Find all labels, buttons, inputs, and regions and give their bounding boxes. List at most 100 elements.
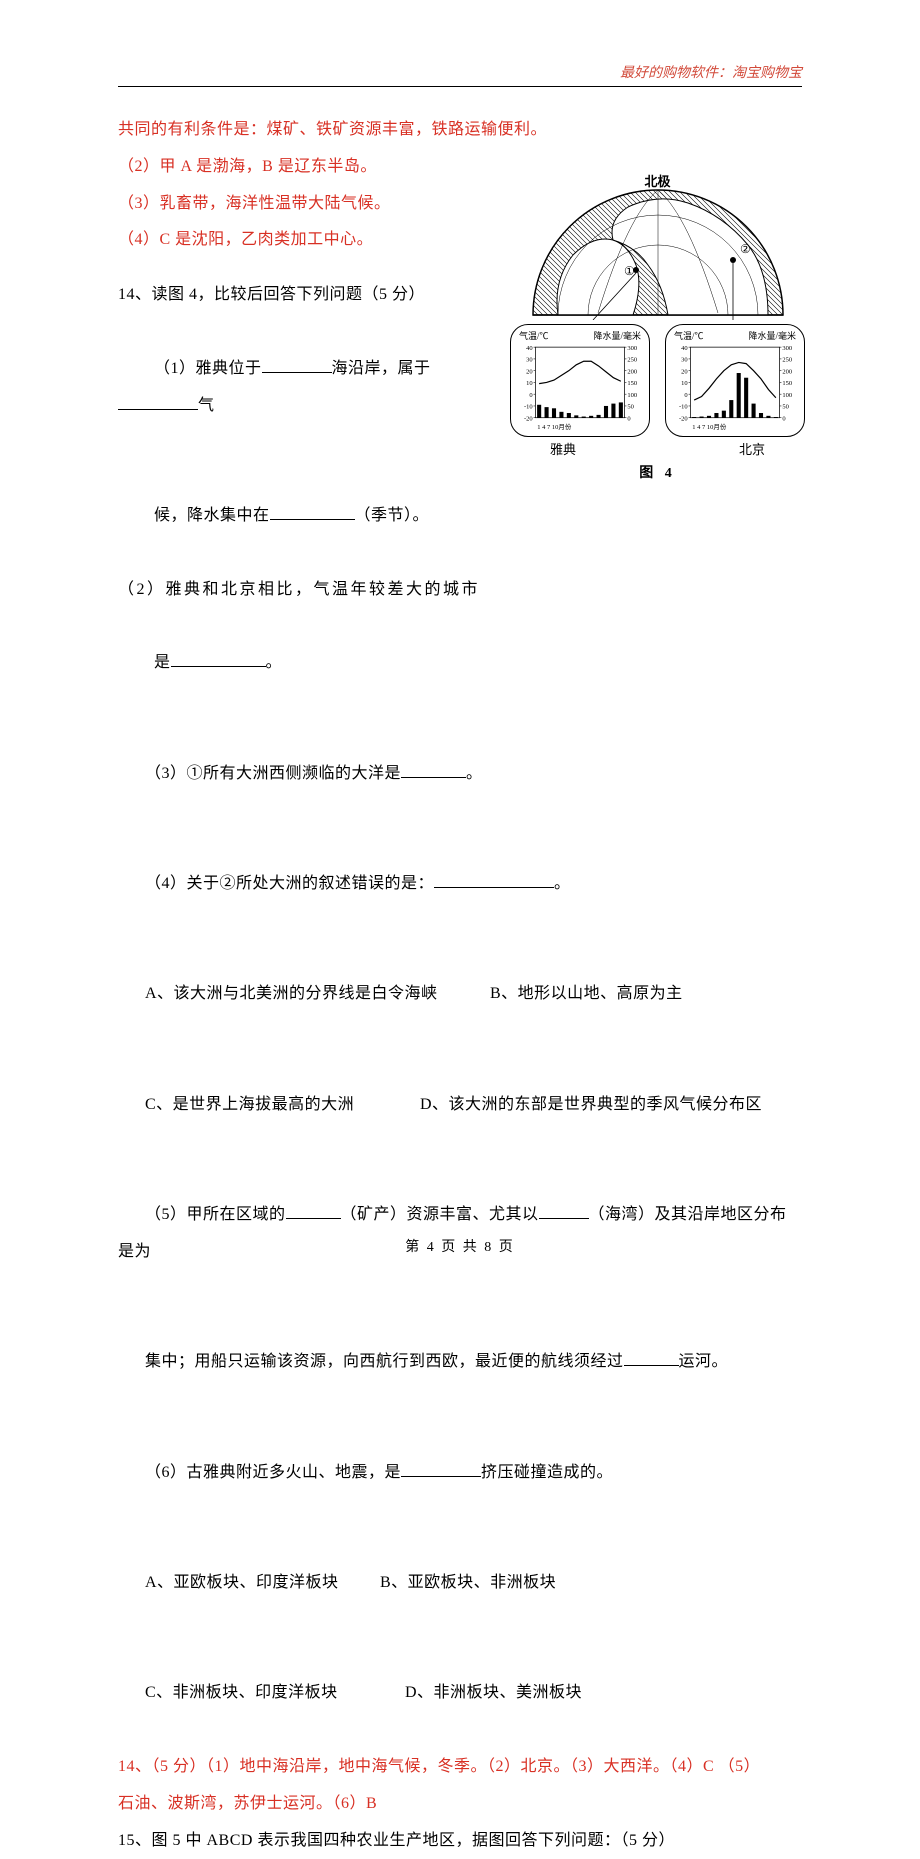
- q15: 15、图 5 中 ABCD 表示我国四种农业生产地区，据图回答下列问题：（5 分…: [118, 1823, 802, 1859]
- text: （矿产）资源丰富、尤其以: [341, 1206, 539, 1223]
- text: 气: [198, 397, 215, 414]
- blank: [262, 356, 332, 373]
- svg-text:100: 100: [782, 392, 792, 399]
- blank: [539, 1202, 589, 1219]
- climate-charts: 气温/℃ 降水量/毫米 403020100-10-203002502001501…: [510, 324, 805, 437]
- blank: [434, 871, 554, 888]
- q14-p4: （4）关于②所处大洲的叙述错误的是： 。: [118, 829, 802, 939]
- svg-text:-10: -10: [679, 404, 688, 411]
- svg-text:0: 0: [529, 392, 532, 399]
- q14-p5-line2: 集中；用船只运输该资源，向西航行到西欧，最近便的航线须经过 运河。: [118, 1308, 802, 1418]
- page-footer: 第 4 页 共 8 页: [0, 1236, 920, 1256]
- figure-caption: 图 4: [510, 462, 805, 482]
- text: 是: [154, 654, 171, 671]
- text: （6）古雅典附近多火山、地震，是: [145, 1464, 401, 1481]
- beijing-chart: 气温/℃ 降水量/毫米 403020100-10-203002502001501…: [665, 324, 805, 437]
- q14-p2: （2）雅典和北京相比，气温年较差大的城市: [118, 572, 498, 609]
- q14-p3: （3）①所有大洲西侧濒临的大洋是。: [118, 719, 802, 829]
- q14-answer: 14、（5 分）（1）地中海沿岸，地中海气候，冬季。（2）北京。（3）大西洋。（…: [118, 1749, 802, 1786]
- globe-svg: ① ②: [518, 185, 798, 320]
- precip-axis-label: 降水量/毫米: [593, 329, 641, 342]
- precip-axis-label: 降水量/毫米: [748, 329, 796, 342]
- blank: [270, 503, 355, 520]
- svg-text:10: 10: [526, 380, 533, 387]
- q14-opts6-ab: A、亚欧板块、印度洋板块B、亚欧板块、非洲板块: [118, 1528, 802, 1638]
- globe-hemisphere: 北极: [518, 185, 798, 320]
- answer-line: （2）甲 A 是渤海，B 是辽东半岛。: [118, 149, 802, 186]
- svg-text:-20: -20: [679, 416, 688, 423]
- svg-text:0: 0: [627, 416, 630, 423]
- chart-svg: 403020100-10-203002502001501005001 4 7 1…: [515, 342, 645, 434]
- blank: [401, 1460, 481, 1477]
- text: （1）雅典位于: [154, 360, 262, 377]
- svg-text:-20: -20: [524, 416, 533, 423]
- text: 候，降水集中在: [154, 507, 270, 524]
- q14-p6: （6）古雅典附近多火山、地震，是 挤压碰撞造成的。: [118, 1418, 802, 1528]
- north-pole-label: 北极: [644, 171, 670, 190]
- svg-text:50: 50: [627, 404, 634, 411]
- svg-text:250: 250: [782, 357, 792, 364]
- svg-text:10: 10: [681, 380, 688, 387]
- svg-text:200: 200: [627, 368, 637, 375]
- svg-text:30: 30: [681, 357, 688, 364]
- blank: [401, 761, 466, 778]
- svg-text:1 4 7 10月份: 1 4 7 10月份: [537, 422, 572, 431]
- opt-c: C、是世界上海拔最高的大洲: [145, 1087, 420, 1124]
- q14-opts6-cd: C、非洲板块、印度洋板块D、非洲板块、美洲板块: [118, 1639, 802, 1749]
- q14-p5: （5）甲所在区域的（矿产）资源丰富、尤其以（海湾）及其沿岸地区分布是为: [118, 1160, 802, 1307]
- q14-p1: （1）雅典位于 海沿岸，属于气: [118, 314, 498, 461]
- svg-text:-10: -10: [524, 404, 533, 411]
- opt-6b: B、亚欧板块、非洲板块: [380, 1574, 556, 1591]
- text: 。: [554, 875, 571, 892]
- figure-4: 北极: [510, 185, 805, 482]
- text: 集中；用船只运输该资源，向西航行到西欧，最近便的航线须经过: [145, 1353, 624, 1370]
- svg-text:1 4 7 10月份: 1 4 7 10月份: [692, 422, 727, 431]
- svg-text:150: 150: [627, 380, 637, 387]
- svg-text:300: 300: [627, 345, 637, 352]
- chart-svg: 403020100-10-203002502001501005001 4 7 1…: [670, 342, 800, 434]
- blank: [118, 393, 198, 410]
- svg-text:20: 20: [681, 368, 688, 375]
- blank: [624, 1349, 679, 1366]
- svg-text:300: 300: [782, 345, 792, 352]
- svg-text:100: 100: [627, 392, 637, 399]
- text: （4）关于②所处大洲的叙述错误的是：: [145, 875, 434, 892]
- text: 。: [466, 765, 483, 782]
- opt-d: D、该大洲的东部是世界典型的季风气候分布区: [420, 1096, 762, 1113]
- header-rule: [118, 86, 802, 87]
- blank: [286, 1202, 341, 1219]
- opt-a: A、该大洲与北美洲的分界线是白令海峡: [145, 976, 490, 1013]
- temp-axis-label: 气温/℃: [674, 329, 704, 342]
- athens-chart: 气温/℃ 降水量/毫米 403020100-10-203002502001501…: [510, 324, 650, 437]
- q14-opts-ab: A、该大洲与北美洲的分界线是白令海峡B、地形以山地、高原为主: [118, 940, 802, 1050]
- beijing-label: 北京: [739, 439, 765, 458]
- opt-b: B、地形以山地、高原为主: [490, 985, 683, 1002]
- text: 。: [266, 654, 283, 671]
- text: 海沿岸，属于: [332, 360, 431, 377]
- svg-text:150: 150: [782, 380, 792, 387]
- svg-text:0: 0: [684, 392, 687, 399]
- q14-p2b: 是。: [118, 608, 498, 718]
- svg-text:200: 200: [782, 368, 792, 375]
- svg-text:40: 40: [526, 345, 533, 352]
- q14-intro: 14、读图 4，比较后回答下列问题（5 分）: [118, 277, 498, 314]
- text: （5）甲所在区域的: [145, 1206, 286, 1223]
- svg-text:40: 40: [681, 345, 688, 352]
- athens-label: 雅典: [550, 439, 576, 458]
- answer-line: 共同的有利条件是：煤矿、铁矿资源丰富，铁路运输便利。: [118, 112, 802, 149]
- svg-text:0: 0: [782, 416, 785, 423]
- opt-6a: A、亚欧板块、印度洋板块: [145, 1565, 380, 1602]
- q14-p1-line2: 候，降水集中在（季节）。: [118, 461, 498, 571]
- text: 挤压碰撞造成的。: [481, 1464, 613, 1481]
- header-link: 最好的购物软件：淘宝购物宝: [620, 62, 802, 82]
- q14-answer: 石油、波斯湾，苏伊士运河。（6）B: [118, 1786, 802, 1823]
- text: 运河。: [679, 1353, 729, 1370]
- blank: [171, 650, 266, 667]
- svg-text:20: 20: [526, 368, 533, 375]
- svg-text:250: 250: [627, 357, 637, 364]
- q14-opts-cd: C、是世界上海拔最高的大洲D、该大洲的东部是世界典型的季风气候分布区: [118, 1050, 802, 1160]
- temp-axis-label: 气温/℃: [519, 329, 549, 342]
- opt-6c: C、非洲板块、印度洋板块: [145, 1675, 405, 1712]
- svg-text:50: 50: [782, 404, 789, 411]
- marker-2: ②: [740, 242, 751, 256]
